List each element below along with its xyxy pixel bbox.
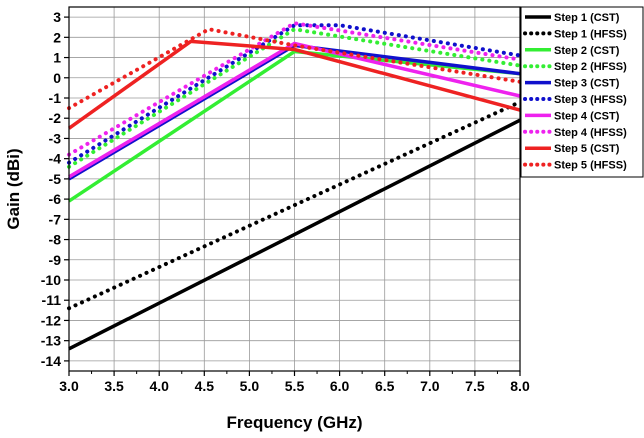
- y-tick-label: -7: [49, 211, 62, 227]
- series-line-10: [67, 27, 522, 111]
- legend-label: Step 4 (CST): [554, 110, 620, 122]
- series-line-4: [67, 27, 522, 169]
- legend-label: Step 5 (HFSS): [554, 160, 627, 172]
- legend-label: Step 3 (HFSS): [554, 94, 627, 106]
- series-line-2: [67, 100, 522, 311]
- legend-label: Step 5 (CST): [554, 143, 620, 155]
- x-tick-label: 7.0: [420, 378, 440, 394]
- series-line-9: [67, 39, 521, 130]
- y-tick-label: -14: [41, 353, 61, 369]
- x-tick-label: 4.5: [195, 378, 215, 394]
- legend: Step 1 (CST) Step 1 (HFSS) Step 2 (CST) Ste…: [520, 6, 644, 178]
- x-tick-label: 3.0: [59, 378, 79, 394]
- x-tick-label: 3.5: [104, 378, 124, 394]
- legend-label: Step 1 (CST): [554, 12, 620, 24]
- legend-label: Step 1 (HFSS): [554, 28, 627, 40]
- y-tick-label: -1: [49, 90, 62, 106]
- y-tick-label: -8: [49, 232, 62, 248]
- y-tick-label: -3: [49, 130, 62, 146]
- x-tick-label: 5.5: [285, 378, 305, 394]
- legend-label: Step 2 (HFSS): [554, 61, 627, 73]
- series-line-3: [68, 49, 521, 203]
- x-tick-label: 5.0: [240, 378, 260, 394]
- x-tick-label: 6.5: [375, 378, 395, 394]
- y-axis-title: Gain (dBi): [4, 148, 23, 229]
- y-tick-label: 3: [53, 9, 61, 25]
- x-tick-label: 7.5: [465, 378, 485, 394]
- y-tick-label: -5: [49, 171, 62, 187]
- legend-box: [520, 6, 644, 178]
- y-tick-label: -9: [49, 252, 62, 268]
- y-tick-label: -6: [49, 191, 62, 207]
- series-lines: [67, 21, 522, 351]
- y-tick-label: -2: [49, 110, 62, 126]
- x-axis-title: Frequency (GHz): [226, 413, 362, 432]
- y-tick-label: 0: [53, 70, 61, 86]
- x-tick-label: 6.0: [330, 378, 350, 394]
- legend-label: Step 3 (CST): [554, 78, 620, 90]
- y-tick-label: -10: [41, 272, 61, 288]
- legend-label: Step 4 (HFSS): [554, 127, 627, 139]
- y-tick-label: -12: [41, 312, 61, 328]
- x-tick-label: 8.0: [510, 378, 530, 394]
- x-tick-label: 4.0: [149, 378, 169, 394]
- legend-label: Step 2 (CST): [554, 45, 620, 57]
- series-line-1: [68, 118, 521, 351]
- ticks: 3.0 3.5 4.0 4.5 5.0 5.5 6.0 6.5 7.0 7.5 8.0 3 2 1 0 -1 -…: [41, 9, 530, 394]
- y-tick-label: -4: [49, 151, 62, 167]
- y-tick-label: -13: [41, 333, 61, 349]
- y-tick-label: 2: [53, 29, 61, 45]
- series-line-7: [68, 41, 521, 179]
- grid: [68, 7, 521, 371]
- y-tick-label: -11: [42, 292, 62, 308]
- series-line-8: [67, 21, 522, 157]
- y-tick-label: 1: [53, 50, 61, 66]
